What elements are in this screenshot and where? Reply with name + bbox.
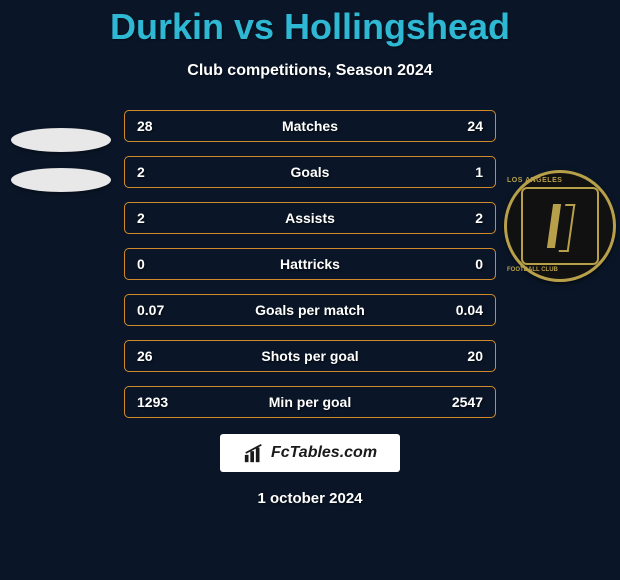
stat-left-value: 2 (137, 164, 187, 180)
crest-bottom-text: FOOTBALL CLUB (507, 267, 558, 273)
footer-site-text: FcTables.com (271, 444, 377, 462)
stat-left-value: 26 (137, 348, 187, 364)
stat-row-matches: 28 Matches 24 (124, 110, 496, 142)
player-right-badge: LOS ANGELES FOOTBALL CLUB (504, 170, 614, 290)
stat-right-value: 2 (433, 210, 483, 226)
stat-right-value: 24 (433, 118, 483, 134)
stat-label: Goals per match (255, 302, 365, 318)
crest-wing-icon (538, 204, 582, 248)
stat-row-goals-per-match: 0.07 Goals per match 0.04 (124, 294, 496, 326)
stat-left-value: 28 (137, 118, 187, 134)
comparison-title: Durkin vs Hollingshead (0, 0, 620, 48)
stat-label: Matches (282, 118, 338, 134)
stats-table: 28 Matches 24 2 Goals 1 2 Assists 2 0 Ha… (124, 110, 496, 418)
stat-label: Goals (291, 164, 330, 180)
crest-shield (521, 187, 599, 265)
stat-row-shots-per-goal: 26 Shots per goal 20 (124, 340, 496, 372)
stat-row-goals: 2 Goals 1 (124, 156, 496, 188)
footer-date: 1 october 2024 (0, 490, 620, 507)
stat-right-value: 2547 (433, 394, 483, 410)
badge-ellipse (11, 168, 111, 192)
stat-label: Hattricks (280, 256, 340, 272)
stat-left-value: 2 (137, 210, 187, 226)
footer-site-badge: FcTables.com (220, 434, 400, 472)
crest-top-text: LOS ANGELES (507, 177, 562, 184)
badge-ellipse (11, 128, 111, 152)
stat-right-value: 20 (433, 348, 483, 364)
stat-right-value: 0.04 (433, 302, 483, 318)
bars-icon (243, 442, 265, 464)
stat-right-value: 1 (433, 164, 483, 180)
stat-right-value: 0 (433, 256, 483, 272)
comparison-subtitle: Club competitions, Season 2024 (0, 62, 620, 80)
stat-row-min-per-goal: 1293 Min per goal 2547 (124, 386, 496, 418)
player-left-badge (6, 112, 116, 232)
stat-label: Assists (285, 210, 335, 226)
stat-label: Shots per goal (261, 348, 358, 364)
stat-left-value: 0.07 (137, 302, 187, 318)
lafc-crest: LOS ANGELES FOOTBALL CLUB (504, 170, 616, 282)
stat-row-hattricks: 0 Hattricks 0 (124, 248, 496, 280)
stat-left-value: 0 (137, 256, 187, 272)
stat-left-value: 1293 (137, 394, 187, 410)
stat-row-assists: 2 Assists 2 (124, 202, 496, 234)
stat-label: Min per goal (269, 394, 351, 410)
